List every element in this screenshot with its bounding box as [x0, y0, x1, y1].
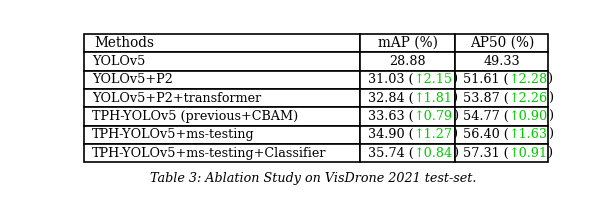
Text: ): ) — [548, 128, 553, 141]
Text: ↑2.26: ↑2.26 — [509, 92, 548, 105]
Text: ↑0.79: ↑0.79 — [414, 110, 452, 123]
Text: 54.77 (: 54.77 ( — [463, 110, 509, 123]
Text: ↑2.15: ↑2.15 — [413, 73, 452, 86]
Bar — [455, 126, 548, 144]
Bar — [360, 52, 455, 71]
Bar — [84, 107, 360, 126]
Bar — [84, 71, 360, 89]
Text: ): ) — [452, 92, 457, 105]
Bar — [455, 71, 548, 89]
Text: TPH-YOLOv5+ms-testing+Classifier: TPH-YOLOv5+ms-testing+Classifier — [92, 147, 326, 160]
Text: ↑1.63: ↑1.63 — [509, 128, 548, 141]
Bar — [455, 52, 548, 71]
Text: ): ) — [548, 73, 553, 86]
Text: ): ) — [548, 147, 553, 160]
Bar — [360, 144, 455, 162]
Bar — [360, 89, 455, 107]
Bar — [360, 126, 455, 144]
Text: 35.74 (: 35.74 ( — [368, 147, 414, 160]
Text: ↑2.28: ↑2.28 — [509, 73, 548, 86]
Text: 51.61 (: 51.61 ( — [463, 73, 509, 86]
Text: YOLOv5+P2: YOLOv5+P2 — [92, 73, 173, 86]
Text: YOLOv5: YOLOv5 — [92, 55, 145, 68]
Text: AP50 (%): AP50 (%) — [470, 36, 534, 50]
Text: ): ) — [453, 147, 458, 160]
Text: ): ) — [452, 110, 458, 123]
Text: ): ) — [548, 110, 553, 123]
Text: YOLOv5+P2+transformer: YOLOv5+P2+transformer — [92, 92, 261, 105]
Bar — [455, 34, 548, 52]
Text: ↑0.84: ↑0.84 — [414, 147, 453, 160]
Text: 49.33: 49.33 — [483, 55, 520, 68]
Text: 31.03 (: 31.03 ( — [368, 73, 413, 86]
Text: 32.84 (: 32.84 ( — [368, 92, 414, 105]
Bar — [84, 126, 360, 144]
Text: Methods: Methods — [95, 36, 155, 50]
Text: ): ) — [452, 128, 458, 141]
Text: 33.63 (: 33.63 ( — [368, 110, 414, 123]
Bar — [360, 34, 455, 52]
Text: ↑0.90: ↑0.90 — [509, 110, 548, 123]
Bar — [455, 144, 548, 162]
Bar — [455, 89, 548, 107]
Bar — [84, 34, 360, 52]
Text: Table 3: Ablation Study on VisDrone 2021 test-set.: Table 3: Ablation Study on VisDrone 2021… — [151, 172, 477, 185]
Text: 57.31 (: 57.31 ( — [463, 147, 509, 160]
Bar — [84, 144, 360, 162]
Text: TPH-YOLOv5+ms-testing: TPH-YOLOv5+ms-testing — [92, 128, 255, 141]
Text: ↑1.27: ↑1.27 — [414, 128, 452, 141]
Text: 53.87 (: 53.87 ( — [463, 92, 509, 105]
Text: TPH-YOLOv5 (previous+CBAM): TPH-YOLOv5 (previous+CBAM) — [92, 110, 298, 123]
Bar — [360, 71, 455, 89]
Bar — [84, 52, 360, 71]
Bar — [84, 89, 360, 107]
Text: 56.40 (: 56.40 ( — [463, 128, 509, 141]
Text: 28.88: 28.88 — [389, 55, 426, 68]
Bar — [455, 107, 548, 126]
Text: ): ) — [548, 92, 553, 105]
Text: ): ) — [452, 73, 458, 86]
Text: ↑1.81: ↑1.81 — [414, 92, 452, 105]
Text: 34.90 (: 34.90 ( — [368, 128, 414, 141]
Text: ↑0.91: ↑0.91 — [509, 147, 548, 160]
Bar — [360, 107, 455, 126]
Text: mAP (%): mAP (%) — [378, 36, 438, 50]
